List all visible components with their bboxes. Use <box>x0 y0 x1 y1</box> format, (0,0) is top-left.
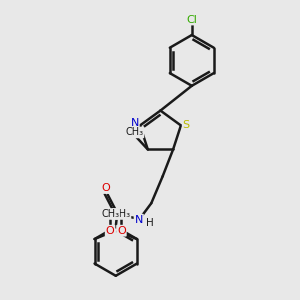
Text: CH₃: CH₃ <box>101 209 119 219</box>
Text: O: O <box>101 183 110 193</box>
Text: CH₃: CH₃ <box>125 128 143 137</box>
Text: N: N <box>135 215 143 225</box>
Text: S: S <box>183 120 190 130</box>
Text: H: H <box>146 218 154 228</box>
Text: CH₃: CH₃ <box>112 209 130 219</box>
Text: O: O <box>117 226 126 236</box>
Text: O: O <box>106 226 115 236</box>
Text: Cl: Cl <box>186 14 197 25</box>
Text: N: N <box>130 118 139 128</box>
